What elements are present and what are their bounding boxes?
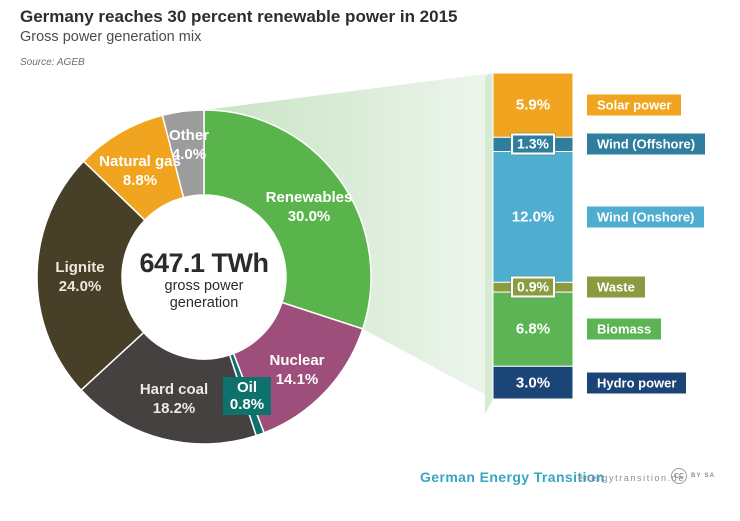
donut-segment-lignite <box>36 160 146 392</box>
total-caption-line2: generation <box>169 295 239 311</box>
cc-license: CC BY SA <box>671 468 715 484</box>
bar-segment-wind-offshore <box>492 136 574 153</box>
funnel-fold-strip <box>485 73 493 414</box>
bar-segment-wind-onshore <box>492 151 574 283</box>
bar-segment-solar-power <box>492 72 574 138</box>
donut-segment-other <box>161 109 205 199</box>
donut-segment-hard-coal <box>80 331 258 445</box>
total-caption-line1: gross power <box>164 278 244 294</box>
page-title: Germany reaches 30 percent renewable pow… <box>20 7 458 26</box>
bar-segment-biomass <box>492 291 574 367</box>
donut-segment-renewables <box>203 109 372 330</box>
website-url: energytransition.de <box>578 473 685 483</box>
page-subtitle: Gross power generation mix <box>20 29 202 45</box>
brand-logo-text: German Energy Transition <box>420 469 605 485</box>
source-note: Source: AGEB <box>20 57 85 68</box>
bar-segment-hydro-power <box>492 365 574 400</box>
total-value: 647.1 TWh <box>139 248 269 278</box>
cc-license-text: BY SA <box>691 473 716 479</box>
cc-badge-icon: CC <box>671 468 687 484</box>
donut-center-label: 647.1 TWh gross power generation <box>139 248 269 312</box>
header: Germany reaches 30 percent renewable pow… <box>20 6 458 68</box>
bar-segment-waste <box>492 281 574 293</box>
